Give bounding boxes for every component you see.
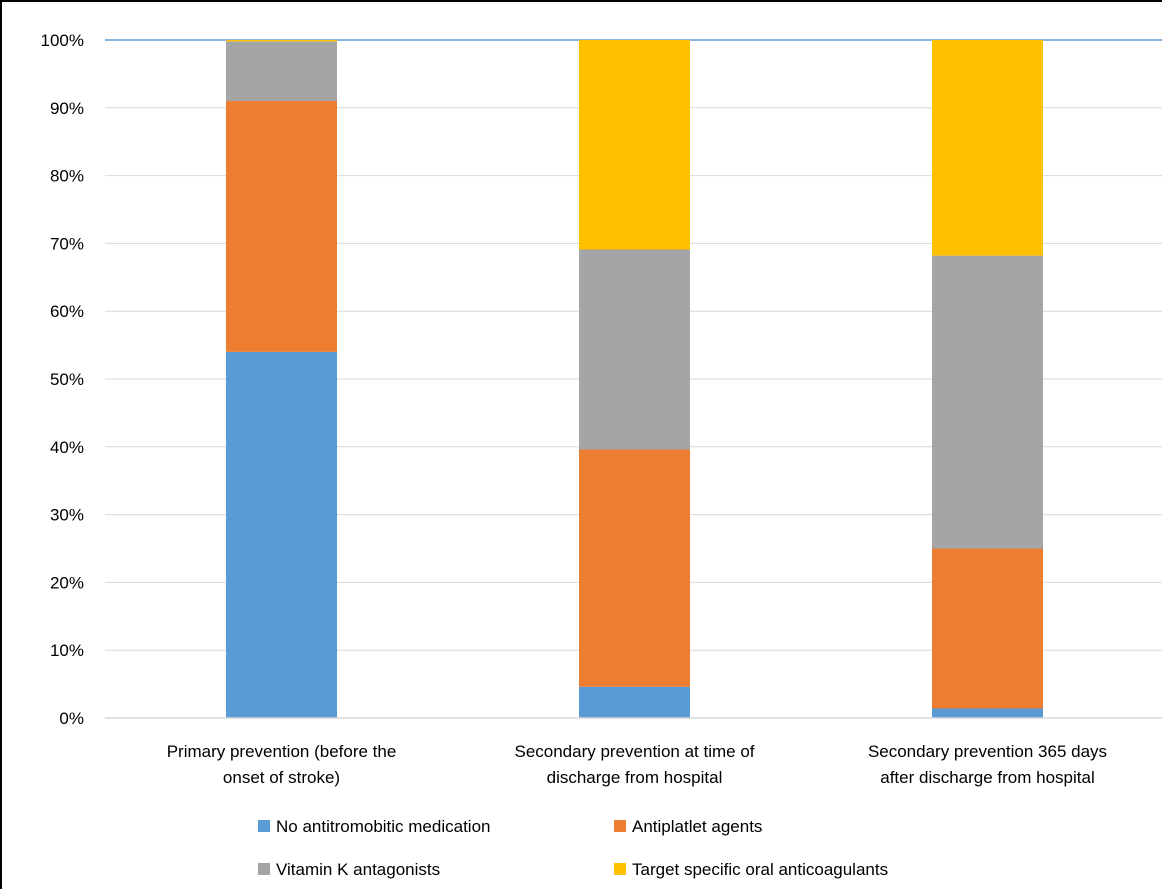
bar-segment — [932, 548, 1043, 709]
bar-segment — [579, 686, 690, 718]
legend-label: Vitamin K antagonists — [276, 860, 440, 879]
y-tick-label: 80% — [50, 167, 84, 186]
category-label: after discharge from hospital — [880, 768, 1095, 787]
y-tick-label: 20% — [50, 573, 84, 592]
category-label: Primary prevention (before the — [167, 742, 397, 761]
legend-swatch — [614, 820, 626, 832]
category-label: discharge from hospital — [547, 768, 723, 787]
y-tick-labels: 0% 10% 20% 30% 40% 50% 60% 70% 80% 90% 100% — [41, 31, 84, 728]
category-label: Secondary prevention 365 days — [868, 742, 1107, 761]
y-tick-label: 10% — [50, 641, 84, 660]
y-tick-label: 100% — [41, 31, 84, 50]
legend-swatch — [258, 863, 270, 875]
bar-segment — [579, 40, 690, 250]
bars — [226, 40, 1043, 718]
axes — [105, 717, 1162, 719]
legend-swatch — [614, 863, 626, 875]
y-tick-label: 40% — [50, 438, 84, 457]
y-tick-label: 30% — [50, 506, 84, 525]
bar-segment — [932, 255, 1043, 549]
y-tick-label: 60% — [50, 302, 84, 321]
bar-segment — [932, 708, 1043, 718]
legend-label: Target specific oral anticoagulants — [632, 860, 888, 879]
bar-segment — [579, 449, 690, 687]
y-tick-label: 50% — [50, 370, 84, 389]
legend-label: Antiplatlet agents — [632, 817, 762, 836]
y-tick-label: 0% — [59, 709, 84, 728]
bar-segment — [226, 351, 337, 718]
y-tick-label: 70% — [50, 234, 84, 253]
legend: No antitromobitic medication Antiplatlet … — [258, 817, 888, 879]
category-label: onset of stroke) — [223, 768, 340, 787]
y-tick-label: 90% — [50, 99, 84, 118]
category-labels: Primary prevention (before the onset of s… — [167, 742, 1107, 787]
category-label: Secondary prevention at time of — [514, 742, 754, 761]
legend-swatch — [258, 820, 270, 832]
bar-segment — [226, 41, 337, 102]
bar-segment — [932, 40, 1043, 256]
legend-label: No antitromobitic medication — [276, 817, 490, 836]
bar-segment — [579, 249, 690, 450]
bar-segment — [226, 40, 337, 42]
bar-segment — [226, 101, 337, 352]
